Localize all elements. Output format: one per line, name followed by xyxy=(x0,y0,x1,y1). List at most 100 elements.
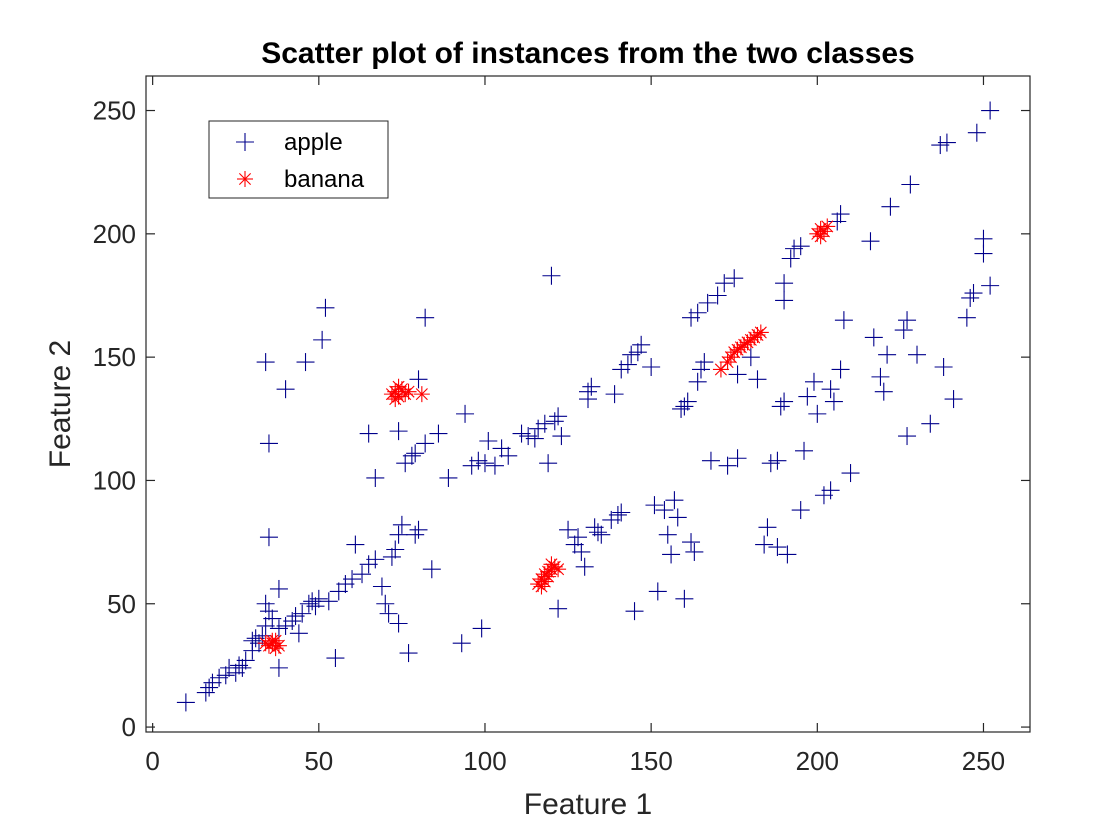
point-apple-144 xyxy=(761,454,780,473)
point-apple-47 xyxy=(389,614,408,633)
point-apple-163 xyxy=(821,481,840,500)
point-apple-42 xyxy=(376,594,395,613)
point-apple-147 xyxy=(771,397,790,416)
point-apple-120 xyxy=(668,508,687,527)
point-apple-132 xyxy=(698,293,717,312)
point-apple-106 xyxy=(605,385,624,404)
point-apple-67 xyxy=(416,308,435,327)
point-apple-34 xyxy=(329,582,348,601)
point-apple-177 xyxy=(901,175,920,194)
point-apple-39 xyxy=(359,555,378,574)
point-apple-3 xyxy=(203,673,222,692)
point-banana-15 xyxy=(413,386,430,403)
point-apple-164 xyxy=(831,360,850,379)
point-apple-108 xyxy=(618,355,637,374)
y-tick-label-4: 200 xyxy=(93,219,136,249)
point-apple-32 xyxy=(319,592,338,611)
point-apple-4 xyxy=(210,668,229,687)
point-apple-0 xyxy=(176,693,195,712)
point-apple-174 xyxy=(881,197,900,216)
point-apple-133 xyxy=(708,286,727,305)
point-apple-94 xyxy=(569,528,588,547)
point-banana-24 xyxy=(533,578,550,595)
data-points xyxy=(176,101,1000,712)
point-apple-152 xyxy=(781,249,800,268)
point-banana-41 xyxy=(815,223,832,240)
point-banana-5 xyxy=(257,635,274,652)
point-apple-26 xyxy=(289,624,308,643)
point-apple-136 xyxy=(701,451,720,470)
point-apple-104 xyxy=(608,505,627,524)
point-apple-66 xyxy=(409,370,428,389)
point-banana-26 xyxy=(550,561,567,578)
point-apple-12 xyxy=(243,631,262,650)
point-apple-191 xyxy=(981,276,1000,295)
point-apple-68 xyxy=(416,434,435,453)
point-apple-1 xyxy=(196,683,215,702)
point-apple-65 xyxy=(406,444,425,463)
point-apple-117 xyxy=(658,525,677,544)
point-apple-107 xyxy=(612,360,631,379)
point-apple-160 xyxy=(821,380,840,399)
point-apple-50 xyxy=(406,525,425,544)
point-apple-76 xyxy=(475,454,494,473)
point-apple-102 xyxy=(592,525,611,544)
point-apple-16 xyxy=(256,616,275,635)
point-apple-109 xyxy=(622,345,641,364)
chart-title: Scatter plot of instances from the two c… xyxy=(261,37,915,70)
x-tick-label-2: 100 xyxy=(463,746,506,776)
point-apple-38 xyxy=(353,565,372,584)
point-banana-6 xyxy=(267,632,284,649)
point-apple-130 xyxy=(682,308,701,327)
point-apple-186 xyxy=(961,288,980,307)
point-apple-20 xyxy=(269,619,288,638)
point-apple-175 xyxy=(894,321,913,340)
point-apple-72 xyxy=(452,634,471,653)
point-apple-2 xyxy=(200,678,219,697)
point-apple-115 xyxy=(648,582,667,601)
point-banana-13 xyxy=(387,391,404,408)
point-apple-73 xyxy=(472,619,491,638)
point-apple-143 xyxy=(758,518,777,537)
point-apple-64 xyxy=(402,446,421,465)
point-apple-18 xyxy=(259,602,278,621)
point-apple-80 xyxy=(499,446,518,465)
point-apple-81 xyxy=(512,424,531,443)
point-apple-166 xyxy=(841,464,860,483)
point-apple-135 xyxy=(725,269,744,288)
point-apple-190 xyxy=(974,244,993,263)
point-apple-57 xyxy=(296,353,315,372)
x-tick-label-3: 150 xyxy=(629,746,672,776)
point-apple-92 xyxy=(559,520,578,539)
point-apple-169 xyxy=(861,232,880,251)
point-apple-101 xyxy=(588,523,607,542)
point-apple-98 xyxy=(579,390,597,409)
point-apple-157 xyxy=(798,387,817,406)
y-tick-label-3: 150 xyxy=(93,342,136,372)
point-apple-165 xyxy=(834,311,853,330)
point-apple-131 xyxy=(688,303,707,322)
axis-ticks: 0 50 100 150 200 250 0 50 100 150 200 250 xyxy=(93,76,1030,776)
point-banana-28 xyxy=(719,354,736,371)
point-banana-23 xyxy=(540,568,557,585)
point-apple-70 xyxy=(439,468,458,487)
point-apple-31 xyxy=(309,589,328,608)
y-tick-label-1: 50 xyxy=(107,589,136,619)
point-apple-91 xyxy=(549,599,568,618)
point-banana-43 xyxy=(812,228,829,245)
point-apple-17 xyxy=(256,594,275,613)
series-apple xyxy=(176,101,1000,712)
point-apple-49 xyxy=(399,644,418,663)
point-apple-168 xyxy=(831,205,850,224)
point-apple-79 xyxy=(492,439,511,458)
point-apple-140 xyxy=(741,348,760,367)
point-apple-63 xyxy=(396,454,415,473)
point-apple-176 xyxy=(898,311,917,330)
point-apple-87 xyxy=(542,266,561,285)
point-apple-53 xyxy=(256,353,275,372)
point-apple-40 xyxy=(366,550,385,569)
point-apple-105 xyxy=(612,503,631,522)
point-banana-14 xyxy=(400,383,417,400)
point-apple-99 xyxy=(582,377,601,396)
point-apple-150 xyxy=(775,291,794,310)
